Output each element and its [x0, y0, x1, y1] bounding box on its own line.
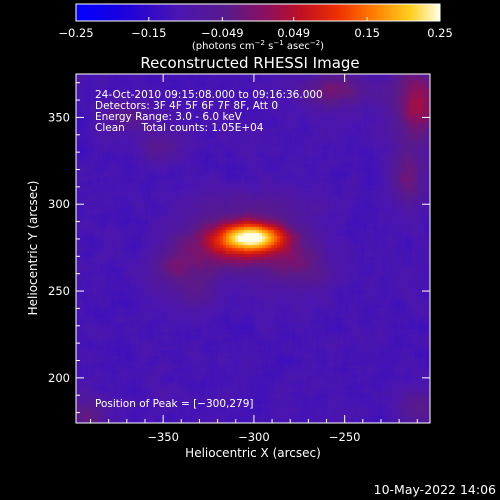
plot-frame	[75, 73, 431, 424]
colorbar-ticks: −0.25 −0.15 −0.049 0.049 0.15 0.25	[58, 17, 453, 40]
colorbar-tick-label: −0.049	[201, 26, 244, 40]
colorbar-tick-label: −0.15	[131, 26, 166, 40]
colorbar-gradient	[75, 3, 441, 22]
colorbar-tick-label: 0.25	[427, 26, 453, 40]
annotation-detectors: Detectors: 3F 4F 5F 6F 7F 8F, Att 0	[95, 100, 278, 112]
y-tick-label: 200	[48, 371, 70, 385]
x-tick-label: −250	[329, 430, 361, 444]
peak-position-label: Position of Peak = [−300,279]	[95, 398, 254, 410]
x-axis-title: Heliocentric X (arcsec)	[185, 446, 321, 460]
heatmap-image	[76, 74, 430, 423]
colorbar-units: (photons cm−2 s−1 asec−2)	[192, 39, 324, 52]
image-annotations: 24-Oct-2010 09:15:08.000 to 09:16:36.000…	[95, 89, 323, 410]
colorbar: −0.25 −0.15 −0.049 0.049 0.15 0.25 (photons c…	[58, 3, 453, 52]
annotation-counts: Clean Total counts: 1.05E+04	[95, 122, 264, 134]
colorbar-tick-label: 0.15	[354, 26, 380, 40]
colorbar-tick-label: 0.049	[277, 26, 310, 40]
y-tick-label: 350	[48, 110, 70, 124]
y-axis-title: Heliocentric Y (arcsec)	[26, 181, 40, 316]
y-tick-label: 250	[48, 284, 70, 298]
colorbar-tick-label: −0.25	[58, 26, 93, 40]
annotation-time-range: 24-Oct-2010 09:15:08.000 to 09:16:36.000	[95, 89, 323, 101]
x-tick-label: −350	[147, 430, 179, 444]
x-tick-label: −300	[238, 430, 270, 444]
y-tick-label: 300	[48, 197, 70, 211]
heatmap-container	[76, 74, 430, 423]
annotation-energy-range: Energy Range: 3.0 - 6.0 keV	[95, 111, 243, 123]
axis-ticks: −350 −300 −250 200 250 300 350	[48, 74, 430, 444]
footer-timestamp: 10-May-2022 14:06	[374, 482, 496, 497]
chart-title: Reconstructed RHESSI Image	[140, 54, 359, 72]
